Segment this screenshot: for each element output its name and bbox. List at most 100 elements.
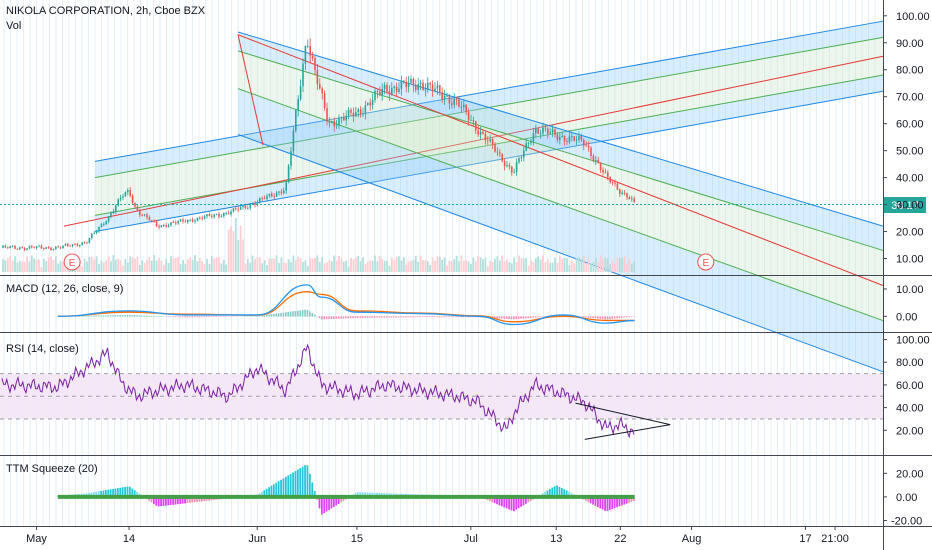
volume-bar (419, 255, 422, 272)
volume-bar (107, 256, 110, 272)
volume-bar (246, 259, 249, 272)
candle-body (45, 247, 47, 249)
volume-bar (131, 257, 134, 272)
macd-histogram-bar (189, 316, 191, 318)
volume-bar (482, 259, 484, 272)
volume-bar (100, 260, 103, 272)
candle-body (599, 162, 602, 170)
candle-body (81, 242, 83, 246)
volume-bar (42, 258, 45, 272)
macd-histogram-bar (381, 316, 383, 318)
volume-bar (78, 259, 81, 272)
macd-histogram-bar (407, 316, 410, 318)
candle-body (319, 84, 321, 89)
candle-body (434, 88, 436, 91)
macd-histogram-bar (421, 316, 424, 318)
candle-body (350, 109, 352, 113)
macd-histogram-bar (460, 316, 462, 318)
volume-bar (54, 256, 57, 272)
volume-bar (395, 256, 398, 272)
macd-title[interactable]: MACD (12, 26, close, 9) (6, 283, 123, 295)
volume-bar (494, 258, 496, 272)
macd-pane (57, 284, 635, 326)
pitchfork-line (237, 34, 884, 286)
macd-histogram-bar (138, 315, 141, 317)
volume-bar (568, 264, 571, 272)
volume-bar (407, 261, 410, 272)
macd-histogram-bar (117, 315, 119, 317)
macd-histogram-bar (366, 316, 369, 318)
candle-body (436, 85, 439, 89)
volume-bar (333, 255, 336, 272)
symbol-title[interactable]: NIKOLA CORPORATION, 2h, Cboe BZX (6, 5, 206, 17)
time-axis-labels[interactable]: May 14 Jun 15 Jul 13 22 Aug 17 21:00 (26, 526, 849, 545)
candle-body (292, 130, 295, 152)
candle-body (64, 243, 67, 246)
macd-histogram-bar (169, 316, 172, 317)
volume-bar (292, 255, 295, 272)
macd-histogram-bar (580, 316, 582, 317)
ttm-title[interactable]: TTM Squeeze (20) (6, 463, 98, 475)
volume-title[interactable]: Vol (6, 20, 21, 32)
volume-bar (510, 263, 513, 272)
candle-body (143, 214, 146, 216)
volume-bar (258, 257, 261, 272)
macd-histogram-bar (150, 315, 153, 317)
rsi-title[interactable]: RSI (14, close) (6, 343, 79, 355)
candle-body (340, 117, 343, 119)
macd-histogram-bar (371, 316, 374, 318)
volume-bar (62, 262, 64, 272)
macd-histogram-bar (412, 316, 414, 318)
macd-histogram-bar (364, 316, 366, 318)
candle-body (573, 136, 575, 141)
candle-body (410, 78, 412, 83)
candle-body (189, 219, 191, 221)
macd-histogram-bar (131, 315, 134, 317)
rsi-tick-label: 80.00 (896, 357, 924, 369)
volume-bar (304, 260, 307, 272)
volume-bar (431, 257, 434, 272)
ttm-bar (270, 485, 273, 498)
candle-body (235, 208, 237, 210)
candle-body (376, 90, 379, 92)
price-axis-labels[interactable]: 100.00 90.00 80.00 70.00 60.00 50.00 40.00 30.0… (883, 11, 930, 528)
rsi-tick-label: 40.00 (896, 403, 924, 415)
candle-body (335, 125, 338, 127)
volume-bar (129, 256, 132, 272)
volume-bar (268, 258, 271, 272)
volume-bar (213, 258, 216, 272)
macd-histogram-bar (539, 316, 542, 318)
macd-histogram-bar (383, 316, 386, 318)
candle-body (93, 232, 95, 234)
pitchfork-zone (95, 37, 883, 216)
candle-body (371, 99, 374, 106)
candle-body (326, 108, 328, 122)
volume-bar (460, 255, 463, 272)
pitchfork-drawings[interactable] (63, 20, 884, 373)
candle-body (213, 214, 215, 217)
ttm-bar (592, 496, 594, 505)
volume-bar (491, 261, 494, 272)
ttm-bar (364, 492, 366, 498)
candle-body (458, 99, 460, 108)
ttm-bar (517, 496, 520, 509)
candle-body (232, 208, 235, 212)
candle-body (110, 213, 112, 217)
volume-bar (11, 260, 14, 272)
candle-body (537, 128, 539, 134)
candle-body (412, 78, 415, 86)
ttm-bar (104, 490, 107, 498)
candle-body (55, 246, 57, 249)
volume-bar (429, 264, 432, 272)
candle-body (175, 222, 177, 224)
candle-body (40, 245, 43, 249)
price-tick-label: 70.00 (896, 92, 924, 104)
candle-body (607, 172, 609, 177)
ttm-bar (263, 490, 266, 498)
volume-bar (237, 240, 240, 272)
pitchfork-zone (95, 21, 883, 178)
candle-body (484, 133, 487, 141)
candle-body (177, 221, 179, 224)
